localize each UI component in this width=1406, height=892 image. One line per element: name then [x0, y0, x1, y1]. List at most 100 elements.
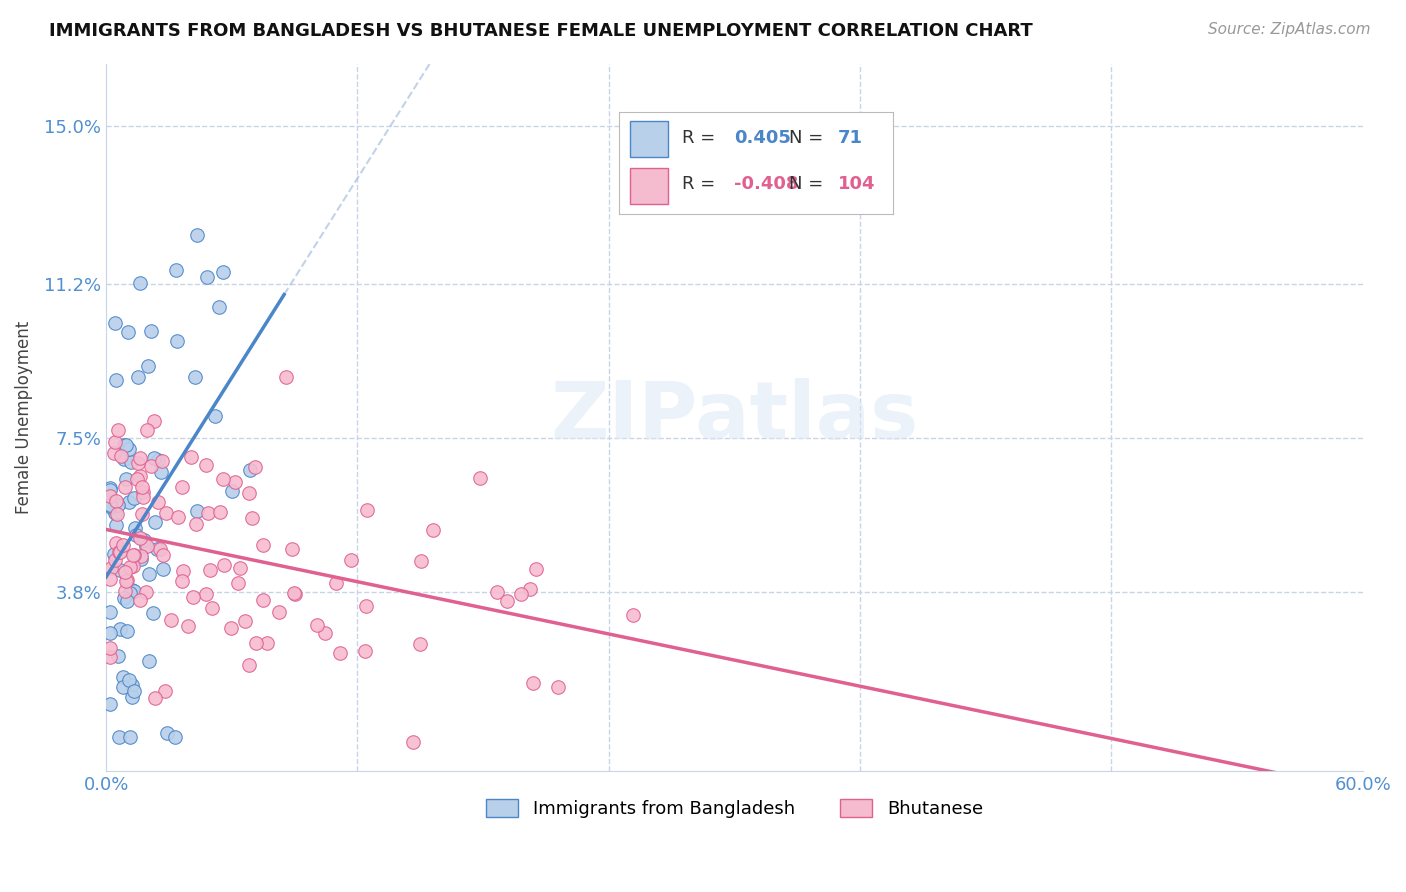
Point [129, 531, 152, 545]
Point [114, 574, 136, 588]
Point [221, 484, 243, 499]
Point [186, 504, 208, 518]
Point [146, 542, 169, 557]
Point [112, 591, 135, 606]
Point [170, 574, 193, 588]
Point [152, 548, 174, 562]
Point [125, 528, 148, 542]
Point [240, 511, 263, 525]
Point [184, 516, 207, 531]
Point [411, 554, 433, 568]
Text: R =: R = [682, 128, 721, 146]
FancyBboxPatch shape [630, 120, 668, 157]
Point [121, 678, 143, 692]
Point [107, 648, 129, 663]
Point [139, 325, 162, 339]
Point [239, 463, 262, 477]
Point [181, 590, 204, 604]
Point [120, 454, 142, 468]
Point [149, 542, 172, 557]
Point [127, 456, 149, 470]
Point [148, 452, 170, 467]
Text: N =: N = [789, 175, 828, 193]
Point [135, 585, 157, 599]
Point [105, 507, 128, 521]
Point [519, 582, 541, 597]
Text: IMMIGRANTS FROM BANGLADESH VS BHUTANESE FEMALE UNEMPLOYMENT CORRELATION CHART: IMMIGRANTS FROM BANGLADESH VS BHUTANESE … [49, 22, 1033, 40]
Point [245, 635, 267, 649]
Point [98, 625, 121, 640]
Point [150, 454, 173, 468]
Point [422, 524, 444, 538]
Point [98, 572, 121, 586]
Point [118, 442, 141, 456]
Point [245, 459, 267, 474]
Point [208, 505, 231, 519]
Text: 0.405: 0.405 [734, 128, 790, 146]
Point [120, 731, 142, 745]
Point [208, 300, 231, 314]
Point [547, 680, 569, 694]
Text: ZIPatlas: ZIPatlas [550, 378, 918, 457]
Point [135, 540, 157, 554]
Point [98, 499, 121, 513]
Point [314, 626, 336, 640]
Point [104, 435, 127, 450]
Text: 104: 104 [838, 175, 876, 193]
Point [124, 521, 146, 535]
Point [496, 594, 519, 608]
Point [486, 584, 509, 599]
Point [103, 547, 125, 561]
Point [132, 533, 155, 548]
Point [108, 731, 131, 745]
Point [194, 458, 217, 472]
Point [115, 472, 138, 486]
Point [122, 548, 145, 562]
Point [121, 582, 143, 597]
Point [104, 494, 127, 508]
Point [131, 549, 153, 563]
Point [104, 536, 127, 550]
Point [118, 586, 141, 600]
Point [256, 635, 278, 649]
Point [167, 509, 190, 524]
Point [267, 606, 290, 620]
Point [115, 573, 138, 587]
Point [281, 541, 304, 556]
Point [142, 606, 165, 620]
Point [115, 624, 138, 639]
Point [100, 500, 122, 514]
Point [127, 370, 149, 384]
Point [98, 650, 121, 665]
Point [354, 599, 377, 613]
Point [108, 545, 131, 559]
Point [121, 690, 143, 705]
Point [152, 562, 174, 576]
Point [409, 637, 432, 651]
Point [125, 472, 148, 486]
Point [200, 564, 222, 578]
Point [283, 585, 305, 599]
Point [98, 498, 121, 512]
Point [522, 675, 544, 690]
Point [143, 515, 166, 529]
Point [356, 503, 378, 517]
Point [112, 438, 135, 452]
Point [129, 469, 152, 483]
Point [129, 276, 152, 290]
Point [145, 691, 167, 706]
Point [98, 698, 121, 712]
Point [212, 265, 235, 279]
Point [115, 593, 138, 607]
Point [238, 486, 260, 500]
Point [156, 726, 179, 740]
Point [233, 614, 256, 628]
Point [118, 673, 141, 688]
Point [104, 506, 127, 520]
Point [329, 646, 352, 660]
Point [184, 369, 207, 384]
Point [121, 559, 143, 574]
Point [107, 498, 129, 512]
Point [305, 617, 328, 632]
Point [143, 450, 166, 465]
